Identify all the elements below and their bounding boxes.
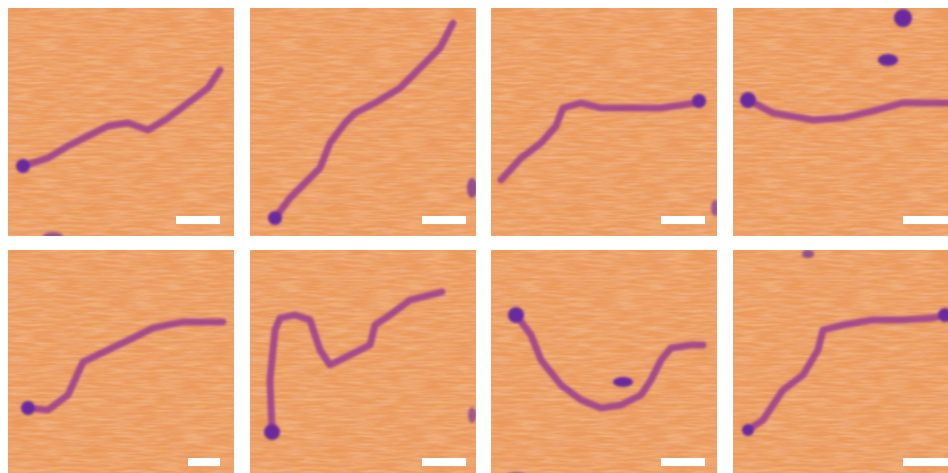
scale-bar — [903, 458, 948, 466]
panel — [733, 8, 948, 236]
scale-bar — [176, 216, 220, 224]
scale-bar — [903, 216, 948, 224]
page: AFM panels {} html, body { margin: 0; pa… — [0, 0, 948, 473]
panel — [491, 8, 719, 236]
figure — [0, 0, 948, 473]
panel — [250, 250, 476, 473]
body — [0, 0, 948, 473]
scale-bar — [661, 458, 705, 466]
panel — [491, 250, 717, 473]
panel — [8, 250, 234, 473]
scale-bar — [422, 458, 466, 466]
scale-bar — [188, 458, 220, 466]
panel — [250, 8, 477, 236]
panel — [8, 8, 234, 240]
scale-bar — [422, 216, 466, 224]
scale-bar — [661, 216, 705, 224]
panel — [733, 250, 948, 473]
